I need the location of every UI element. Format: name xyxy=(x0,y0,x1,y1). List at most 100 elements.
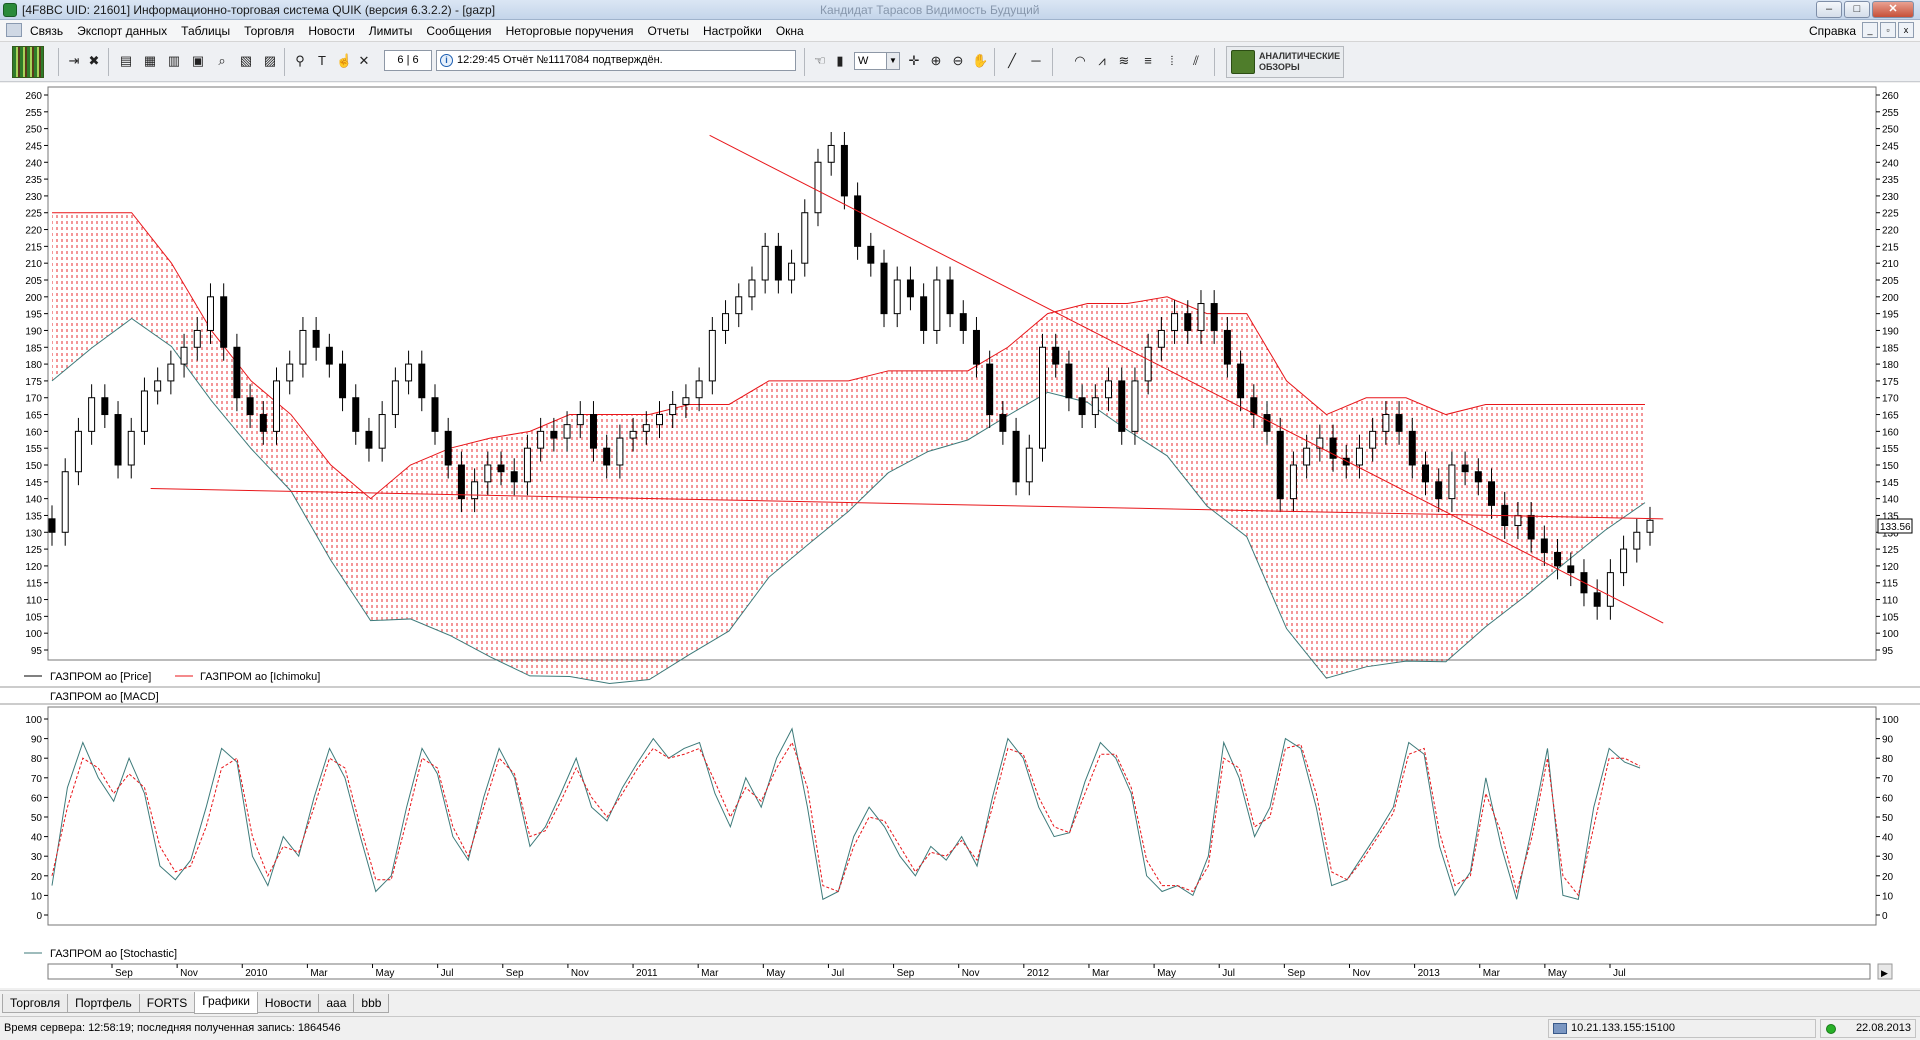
horizontal-line-icon[interactable]: ─ xyxy=(1031,53,1041,68)
menu-item[interactable]: Торговля xyxy=(244,24,295,38)
levels-tool-icon[interactable]: ≡ xyxy=(1144,53,1152,68)
status-bar: Время сервера: 12:58:19; последняя получ… xyxy=(0,1016,1920,1040)
delete-icon[interactable]: ✕ xyxy=(358,53,370,68)
menu-item[interactable]: Лимиты xyxy=(368,24,413,38)
connection-address: 10.21.133.155:15100 xyxy=(1571,1022,1675,1034)
scroll-right-button[interactable] xyxy=(1877,963,1893,980)
candle-body xyxy=(405,363,413,382)
fan-tool-icon[interactable]: ⩘ xyxy=(1098,53,1106,68)
price-tick-label: 200 xyxy=(25,293,42,304)
regression-tool-icon[interactable]: ⫽ xyxy=(1193,53,1199,68)
time-axis-labels: Sep Nov 2010 Mar May Jul Sep Nov 2011 Mar May Jul Se… xyxy=(111,964,1626,979)
minimize-button[interactable]: ‒ xyxy=(1816,1,1842,18)
portfolio-icon[interactable]: ▧ xyxy=(239,53,253,68)
candle-body xyxy=(1210,303,1218,331)
menu-item[interactable]: Экспорт данных xyxy=(77,24,168,38)
time-tick-label: Nov xyxy=(1352,968,1370,979)
zoom-out-icon[interactable]: ⊖ xyxy=(952,53,964,68)
order-cancel-icon[interactable]: ✖ xyxy=(88,53,100,68)
candle-body xyxy=(431,397,439,432)
candle-body xyxy=(722,313,730,331)
menu-item[interactable]: Окна xyxy=(775,24,804,38)
price-tick-label: 160 xyxy=(1882,427,1899,438)
maximize-button[interactable]: □ xyxy=(1844,1,1870,18)
menu-item[interactable]: Связь xyxy=(30,24,64,38)
candle-body xyxy=(682,397,690,405)
price-tick-label: 250 xyxy=(25,125,42,136)
candle-body xyxy=(220,296,228,348)
orders-table-icon[interactable]: ▥ xyxy=(167,53,181,68)
mdi-child-icon[interactable] xyxy=(6,23,22,37)
trendlines[interactable] xyxy=(150,134,1664,624)
price-tick-label: 260 xyxy=(25,91,42,102)
crosshair-icon[interactable]: ✛ xyxy=(908,53,920,68)
limits-icon[interactable]: ▨ xyxy=(263,53,277,68)
price-tick-label: 180 xyxy=(25,360,42,371)
tab[interactable]: Портфель xyxy=(67,994,140,1013)
candle-body xyxy=(259,414,267,432)
menu-item[interactable]: Новости xyxy=(308,24,355,38)
line-tool-icon[interactable]: ╱ xyxy=(1008,53,1016,68)
candle-body xyxy=(339,363,347,399)
tab[interactable]: Новости xyxy=(256,994,320,1013)
price-tick-label: 195 xyxy=(1882,310,1899,321)
cycles-tool-icon[interactable]: ⦙ xyxy=(1170,53,1174,68)
menu-item[interactable]: Неторговые поручения xyxy=(505,24,634,38)
candle-body xyxy=(1038,346,1046,449)
tab[interactable]: FORTS xyxy=(138,994,196,1013)
quotes-table-icon[interactable]: ▦ xyxy=(143,53,157,68)
pointer-hand-icon[interactable]: ☜ xyxy=(814,53,826,68)
child-restore-button[interactable]: ▫ xyxy=(1880,22,1896,38)
menu-item[interactable]: Сообщения xyxy=(426,24,492,38)
bar-chart-icon[interactable]: ▮ xyxy=(836,53,844,68)
table-icon[interactable]: ▤ xyxy=(119,53,133,68)
hand-icon[interactable]: ☝ xyxy=(336,53,353,68)
stoch-tick-label: 100 xyxy=(25,715,42,726)
menu-help[interactable]: Справка xyxy=(1809,24,1857,38)
chevron-down-icon[interactable]: ▼ xyxy=(886,53,899,69)
candle-body xyxy=(391,380,399,416)
chart-canvas[interactable]: 9510010511011512012513013514014515015516… xyxy=(0,83,1920,988)
price-tick-label: 250 xyxy=(1882,125,1899,136)
candle-body xyxy=(840,144,848,197)
arrow-right-icon[interactable]: ⇥ xyxy=(68,53,80,68)
close-button[interactable]: ✕ xyxy=(1872,1,1914,18)
candle-body xyxy=(523,447,531,483)
menu-item[interactable]: Таблицы xyxy=(181,24,231,38)
candle-body xyxy=(801,212,809,264)
candle-body xyxy=(1369,430,1377,449)
alert-icon[interactable]: ⚲ xyxy=(295,53,305,68)
text-tool-icon[interactable]: T xyxy=(318,53,326,68)
chart-window[interactable]: 95 100 105 110 115 120 125 130 135 140 145 150 155 16… xyxy=(0,83,1920,988)
price-tick-label: 145 xyxy=(1882,478,1899,489)
trades-table-icon[interactable]: ▣ xyxy=(191,53,205,68)
tab[interactable]: aaa xyxy=(318,994,355,1013)
child-close-button[interactable]: x xyxy=(1898,22,1914,38)
zoom-in-icon[interactable]: ⊕ xyxy=(930,53,942,68)
pan-hand-icon[interactable]: ✋ xyxy=(972,53,989,68)
candle-body xyxy=(299,329,307,365)
interval-select[interactable]: W ▼ xyxy=(854,52,900,70)
candle-body xyxy=(1395,414,1403,432)
stoch-tick-label: 0 xyxy=(1882,911,1888,922)
tab-list: Торговля Портфель FORTS Графики Новости aaa bb… xyxy=(2,992,390,1016)
analytics-button[interactable]: АНАЛИТИЧЕСКИЕ ОБЗОРЫ xyxy=(1226,46,1344,78)
search-table-icon[interactable]: ⌕ xyxy=(218,53,226,68)
tab[interactable]: Торговля xyxy=(2,994,69,1013)
child-minimize-button[interactable]: _ xyxy=(1862,22,1878,38)
quik-logo-icon[interactable] xyxy=(12,46,44,78)
candle-body xyxy=(1065,363,1073,399)
message-field[interactable]: i 12:29:45 Отчёт №1117084 подтверждён. xyxy=(436,50,796,71)
menu-item[interactable]: Отчеты xyxy=(647,24,689,38)
menu-item[interactable]: Настройки xyxy=(702,24,762,38)
tab[interactable]: bbb xyxy=(353,994,390,1013)
candle-body xyxy=(1316,437,1324,449)
stoch-tick-label: 100 xyxy=(1882,715,1899,726)
candle-body xyxy=(946,279,954,315)
fibonacci-arc-icon[interactable]: ◠ xyxy=(1074,53,1086,68)
tab[interactable]: Графики xyxy=(194,992,258,1014)
channel-tool-icon[interactable]: ≋ xyxy=(1118,53,1130,68)
stoch-tick-label: 30 xyxy=(1882,852,1894,863)
stoch-tick-label: 80 xyxy=(1882,754,1894,765)
stochastic-panel[interactable] xyxy=(47,706,1877,926)
